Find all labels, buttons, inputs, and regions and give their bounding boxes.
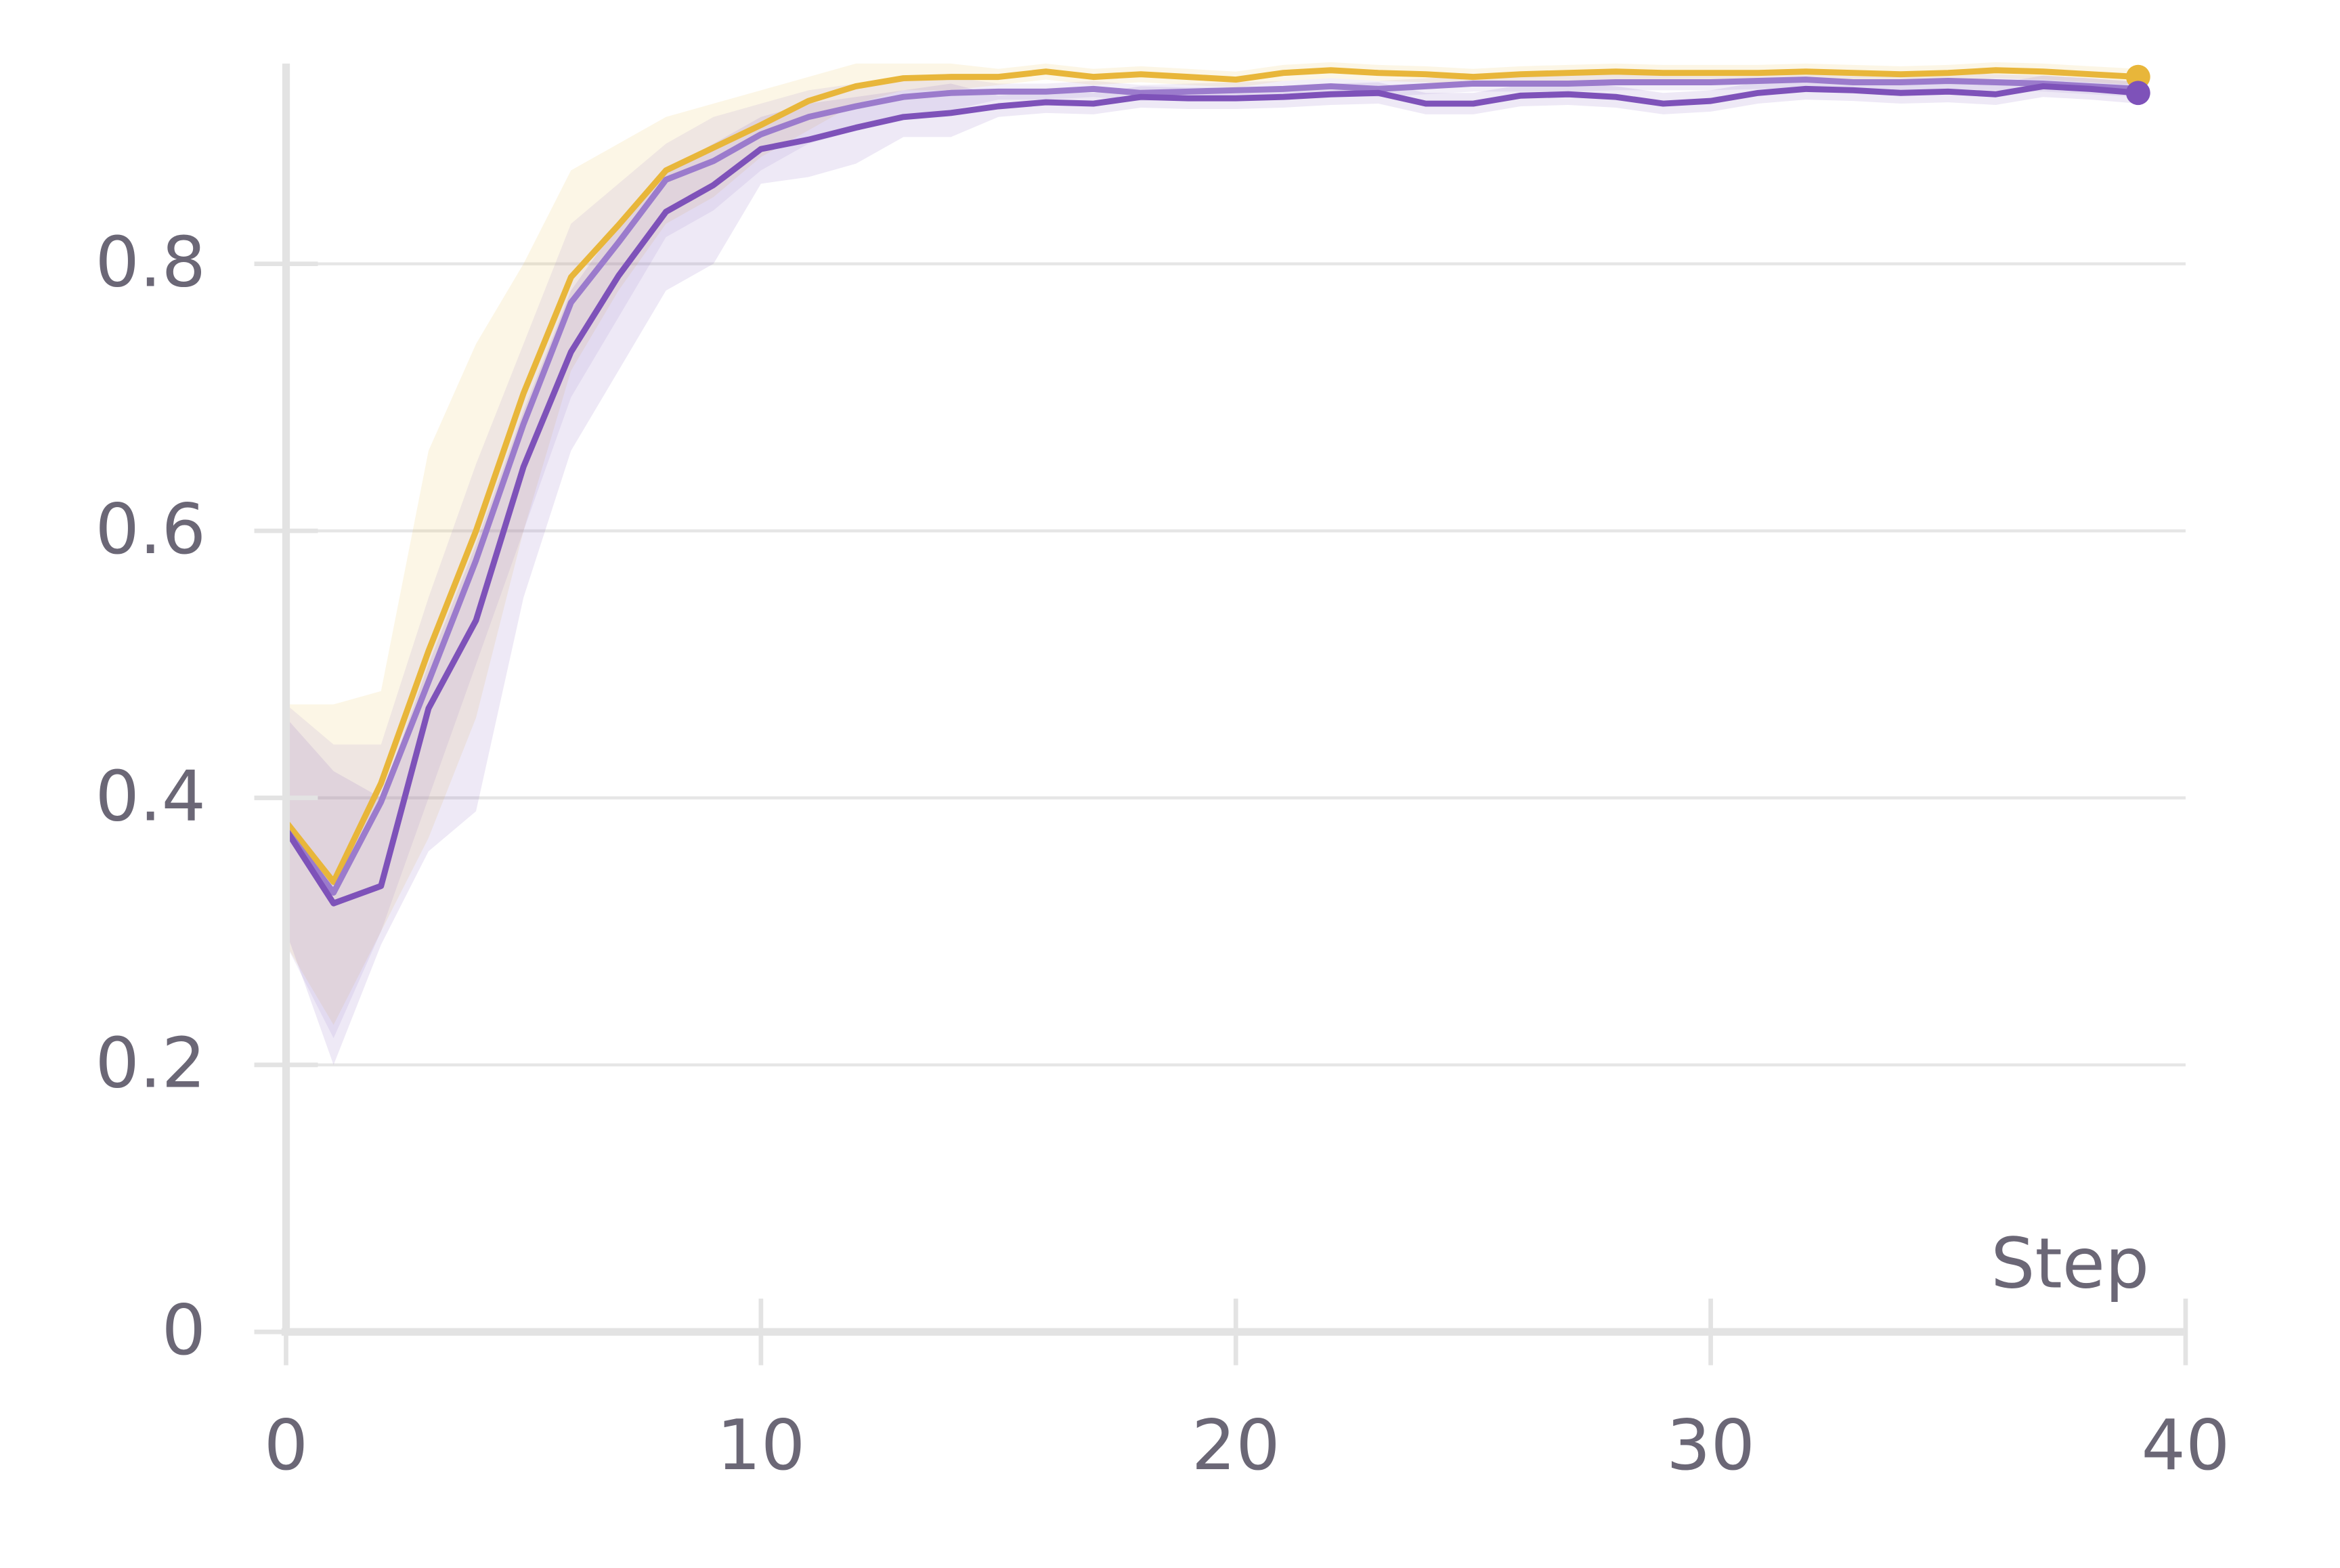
line [283,67,2139,886]
y-tick-label: 0 [162,1290,206,1371]
axes: 0 0.2 0.4 0.6 0.8 0 10 20 30 40 [95,63,2230,1486]
x-tick-label: 0 [264,1406,308,1486]
x-axis-label: Step [1991,1224,2149,1305]
y-tick-label: 0.4 [95,756,206,837]
band [286,62,2138,1025]
x-tick-label: 40 [2142,1406,2230,1486]
line [283,83,2139,907]
line [283,77,2139,896]
y-tick-label: 0.2 [95,1024,206,1104]
end-marker [2125,81,2150,106]
y-tick-label: 0.6 [95,489,206,570]
x-tick-label: 30 [1666,1406,1755,1486]
x-tick-label: 20 [1192,1406,1280,1486]
plot-area [283,62,2150,1065]
y-tick-label: 0.8 [95,222,206,303]
x-tick-label: 10 [716,1406,805,1486]
